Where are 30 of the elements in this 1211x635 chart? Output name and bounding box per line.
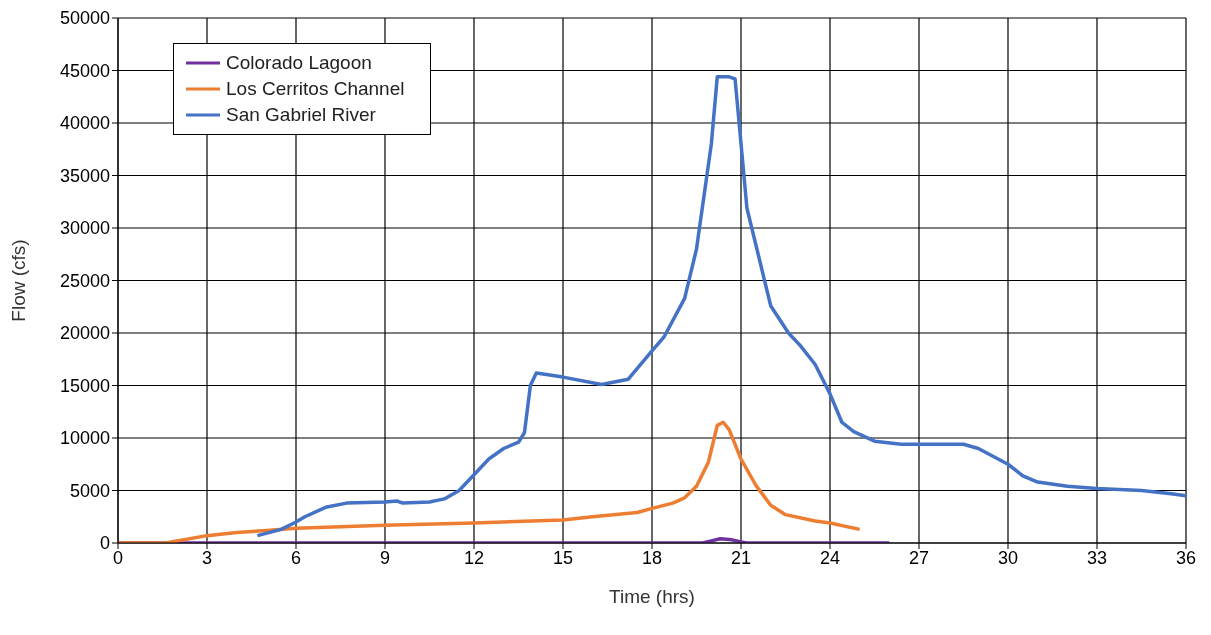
y-tick-label: 10000 xyxy=(59,428,110,449)
legend-label: San Gabriel River xyxy=(226,103,376,127)
x-tick-label: 0 xyxy=(112,547,124,568)
x-axis-title: Time (hrs) xyxy=(609,586,695,607)
line-series xyxy=(118,420,862,543)
legend-label: Los Cerritos Channel xyxy=(226,77,405,101)
x-tick-label: 36 xyxy=(1175,547,1197,568)
x-tick-label: 24 xyxy=(819,547,841,568)
y-tick-label: 25000 xyxy=(59,270,110,291)
y-tick-label: 20000 xyxy=(59,323,110,344)
y-tick-label: 35000 xyxy=(59,165,110,186)
y-tick-label: 15000 xyxy=(59,375,110,396)
x-tick-label: 3 xyxy=(201,547,213,568)
x-tick-label: 12 xyxy=(463,547,485,568)
y-tick-label: 45000 xyxy=(59,60,110,81)
x-tick-label: 9 xyxy=(379,547,391,568)
y-axis-title: Flow (cfs) xyxy=(7,239,29,322)
x-tick-label: 6 xyxy=(290,547,302,568)
y-tick-label: 50000 xyxy=(59,8,110,29)
legend-label: Colorado Lagoon xyxy=(226,51,372,75)
y-tick-label: 0 xyxy=(99,533,110,554)
x-tick-label: 33 xyxy=(1086,547,1108,568)
x-tick-label: 18 xyxy=(641,547,663,568)
x-tick-label: 15 xyxy=(552,547,574,568)
y-tick-label: 30000 xyxy=(59,218,110,239)
x-tick-label: 30 xyxy=(997,547,1019,568)
y-tick-label: 5000 xyxy=(69,480,110,501)
y-tick-label: 40000 xyxy=(59,113,110,134)
x-tick-label: 27 xyxy=(908,547,930,568)
x-tick-label: 21 xyxy=(730,547,752,568)
